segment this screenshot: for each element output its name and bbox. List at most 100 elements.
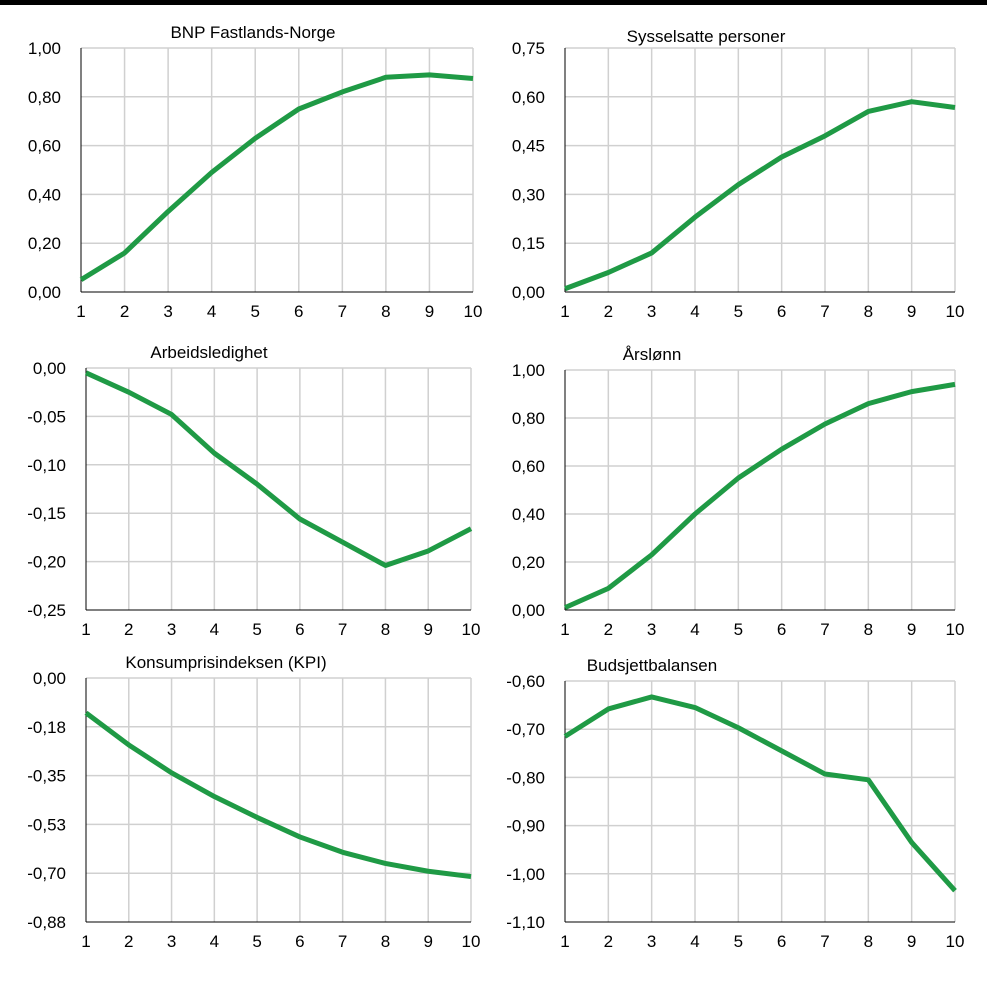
x-tick-label: 10 xyxy=(462,620,481,639)
y-tick-label: -0,18 xyxy=(27,718,66,737)
y-tick-label: 0,45 xyxy=(512,137,545,156)
x-tick-label: 10 xyxy=(464,302,483,321)
x-tick-label: 9 xyxy=(425,302,434,321)
x-tick-label: 2 xyxy=(124,932,133,951)
x-tick-label: 3 xyxy=(167,932,176,951)
x-tick-label: 1 xyxy=(81,620,90,639)
x-tick-label: 9 xyxy=(907,932,916,951)
x-tick-label: 3 xyxy=(647,932,656,951)
x-tick-label: 8 xyxy=(381,932,390,951)
x-tick-label: 5 xyxy=(252,620,261,639)
y-tick-label: 0,60 xyxy=(512,88,545,107)
x-tick-label: 8 xyxy=(864,302,873,321)
chart-title: Sysselsatte personer xyxy=(627,27,786,46)
chart-title: Arbeidsledighet xyxy=(150,343,267,362)
x-tick-label: 2 xyxy=(604,620,613,639)
x-tick-label: 3 xyxy=(167,620,176,639)
y-tick-label: 0,15 xyxy=(512,234,545,253)
x-tick-label: 6 xyxy=(295,620,304,639)
chart-panel-3: -0,25 -0,20 -0,15 -0,10 -0,05 0,00 1 2 3 4 5 6 7 8 9 10… xyxy=(27,343,480,639)
x-tick-label: 8 xyxy=(864,620,873,639)
series-line xyxy=(84,710,472,880)
y-tick-label: -0,05 xyxy=(27,407,66,426)
y-tick-label: 0,20 xyxy=(28,234,61,253)
y-tick-label: -1,10 xyxy=(506,913,545,932)
chart-title: BNP Fastlands-Norge xyxy=(170,23,335,42)
x-tick-label: 7 xyxy=(338,932,347,951)
x-tick-label: 2 xyxy=(604,932,613,951)
y-tick-label: -0,25 xyxy=(27,601,66,620)
x-tick-label: 3 xyxy=(163,302,172,321)
x-tick-label: 9 xyxy=(907,302,916,321)
y-tick-label: -0,53 xyxy=(27,815,66,834)
x-tick-label: 1 xyxy=(76,302,85,321)
x-tick-label: 7 xyxy=(338,620,347,639)
x-tick-label: 4 xyxy=(207,302,216,321)
x-tick-label: 8 xyxy=(864,932,873,951)
y-tick-label: -0,20 xyxy=(27,553,66,572)
x-tick-label: 9 xyxy=(423,932,432,951)
y-tick-label: -0,90 xyxy=(506,817,545,836)
y-tick-label: 0,80 xyxy=(512,409,545,428)
x-tick-label: 1 xyxy=(560,302,569,321)
x-tick-label: 5 xyxy=(734,302,743,321)
x-tick-label: 7 xyxy=(820,302,829,321)
chart-panel-4: 0,00 0,20 0,40 0,60 0,80 1,00 1 2 3 4 5 6 7 8 9 10 Årslø… xyxy=(512,345,965,639)
x-tick-label: 2 xyxy=(120,302,129,321)
y-tick-label: 0,60 xyxy=(28,137,61,156)
x-tick-label: 2 xyxy=(124,620,133,639)
y-tick-label: -0,70 xyxy=(506,720,545,739)
chart-title: Konsumprisindeksen (KPI) xyxy=(125,653,326,672)
x-tick-label: 10 xyxy=(946,932,965,951)
x-tick-label: 6 xyxy=(295,932,304,951)
y-tick-label: -0,88 xyxy=(27,913,66,932)
x-tick-label: 6 xyxy=(294,302,303,321)
chart-panel-6: -1,10 -1,00 -0,90 -0,80 -0,70 -0,60 1 2 3 4 5 6 7 8 9 1… xyxy=(506,656,964,951)
x-tick-label: 4 xyxy=(210,620,219,639)
y-tick-label: 0,00 xyxy=(33,359,66,378)
y-tick-label: 0,00 xyxy=(512,283,545,302)
series-line xyxy=(563,381,956,610)
series-line xyxy=(79,72,474,282)
x-tick-label: 1 xyxy=(560,932,569,951)
chart-title: Årslønn xyxy=(623,345,682,364)
x-tick-label: 10 xyxy=(462,932,481,951)
y-tick-label: 0,75 xyxy=(512,39,545,58)
y-tick-label: 1,00 xyxy=(512,361,545,380)
x-tick-label: 6 xyxy=(777,932,786,951)
y-tick-label: 0,40 xyxy=(28,185,61,204)
y-tick-label: 0,00 xyxy=(512,601,545,620)
x-tick-label: 5 xyxy=(252,932,261,951)
x-tick-label: 7 xyxy=(820,932,829,951)
x-tick-label: 7 xyxy=(338,302,347,321)
y-tick-label: 0,40 xyxy=(512,505,545,524)
x-tick-label: 5 xyxy=(734,932,743,951)
y-tick-label: -0,80 xyxy=(506,768,545,787)
x-tick-label: 2 xyxy=(604,302,613,321)
y-tick-label: 1,00 xyxy=(28,39,61,58)
series-line xyxy=(84,370,473,568)
x-tick-label: 1 xyxy=(81,932,90,951)
x-tick-label: 8 xyxy=(381,302,390,321)
x-tick-label: 9 xyxy=(423,620,432,639)
chart-panel-1: 0,00 0,20 0,40 0,60 0,80 1,00 1 2 3 4 5 6 7 8 9 10 BNP F… xyxy=(28,23,483,321)
chart-panel-5: -0,88 -0,70 -0,53 -0,35 -0,18 0,00 1 2 3 4 5 6 7 8 9 10… xyxy=(27,653,480,951)
y-tick-label: 0,00 xyxy=(28,283,61,302)
x-tick-label: 5 xyxy=(250,302,259,321)
y-tick-label: -0,15 xyxy=(27,504,66,523)
y-tick-label: -0,10 xyxy=(27,456,66,475)
y-tick-label: 0,20 xyxy=(512,553,545,572)
x-tick-label: 8 xyxy=(381,620,390,639)
chart-title: Budsjettbalansen xyxy=(587,656,717,675)
y-tick-label: 0,30 xyxy=(512,185,545,204)
top-rule xyxy=(0,0,987,5)
y-tick-label: -0,35 xyxy=(27,767,66,786)
chart-panel-2: 0,00 0,15 0,30 0,45 0,60 0,75 1 2 3 4 5 6 7 8 9 10 Sysse… xyxy=(512,27,965,321)
x-tick-label: 7 xyxy=(820,620,829,639)
x-tick-label: 10 xyxy=(946,620,965,639)
x-tick-label: 3 xyxy=(647,302,656,321)
y-tick-label: 0,80 xyxy=(28,88,61,107)
x-tick-label: 1 xyxy=(560,620,569,639)
y-tick-label: 0,60 xyxy=(512,457,545,476)
x-tick-label: 4 xyxy=(690,302,699,321)
